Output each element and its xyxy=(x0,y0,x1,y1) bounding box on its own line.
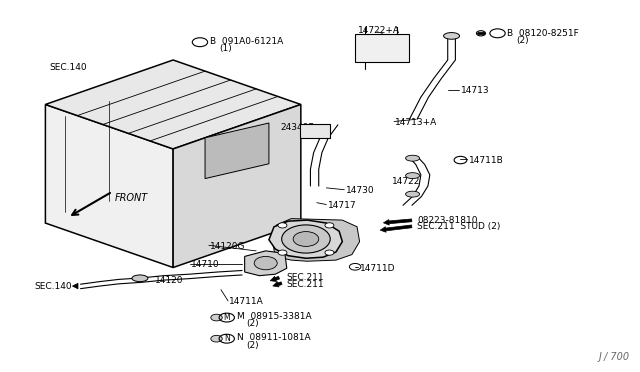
Text: N  08911-1081A: N 08911-1081A xyxy=(237,333,310,343)
Text: 14713+A: 14713+A xyxy=(396,118,438,127)
Text: 24340B: 24340B xyxy=(280,123,315,132)
Polygon shape xyxy=(173,105,301,267)
Circle shape xyxy=(254,256,277,270)
Polygon shape xyxy=(244,251,287,276)
Ellipse shape xyxy=(132,275,148,282)
Text: SEC.211: SEC.211 xyxy=(287,280,324,289)
Polygon shape xyxy=(45,60,301,149)
Text: 08223-81810: 08223-81810 xyxy=(417,216,477,225)
Text: M  08915-3381A: M 08915-3381A xyxy=(237,312,312,321)
Text: SEC.211  STUD (2): SEC.211 STUD (2) xyxy=(417,222,500,231)
Text: N: N xyxy=(224,334,230,343)
Circle shape xyxy=(211,314,222,321)
Polygon shape xyxy=(205,123,269,179)
Text: FRONT: FRONT xyxy=(115,193,148,203)
Circle shape xyxy=(211,335,222,342)
Ellipse shape xyxy=(406,191,420,197)
Text: SEC.140: SEC.140 xyxy=(49,63,86,72)
Polygon shape xyxy=(269,220,342,258)
Text: 14120G: 14120G xyxy=(210,241,246,250)
Text: B  091A0-6121A: B 091A0-6121A xyxy=(209,36,283,46)
Polygon shape xyxy=(45,105,173,267)
Circle shape xyxy=(293,232,319,246)
Ellipse shape xyxy=(406,155,420,161)
FancyBboxPatch shape xyxy=(300,124,330,138)
Text: B  08120-8251F: B 08120-8251F xyxy=(507,29,579,38)
Circle shape xyxy=(325,250,334,255)
Circle shape xyxy=(325,223,334,228)
Text: 14711D: 14711D xyxy=(360,264,395,273)
Text: SEC.211: SEC.211 xyxy=(287,273,324,282)
Circle shape xyxy=(278,250,287,255)
Circle shape xyxy=(282,225,330,253)
Text: (2): (2) xyxy=(516,36,529,45)
Text: 14730: 14730 xyxy=(346,186,374,195)
Ellipse shape xyxy=(406,173,420,179)
Text: SEC.140: SEC.140 xyxy=(35,282,72,291)
Text: (1): (1) xyxy=(219,44,232,53)
Text: 14722: 14722 xyxy=(392,177,420,186)
Text: (2): (2) xyxy=(246,320,259,328)
Text: 14120: 14120 xyxy=(156,276,184,285)
Polygon shape xyxy=(272,219,360,261)
Text: 14722+A: 14722+A xyxy=(358,26,400,35)
Text: 14710: 14710 xyxy=(191,260,220,269)
Text: 14711B: 14711B xyxy=(468,155,504,164)
Circle shape xyxy=(278,223,287,228)
Text: 14717: 14717 xyxy=(328,201,356,210)
Text: 14713: 14713 xyxy=(461,86,489,95)
Text: M: M xyxy=(223,313,230,322)
FancyBboxPatch shape xyxy=(355,34,410,62)
Text: (2): (2) xyxy=(246,341,259,350)
Text: J / 700: J / 700 xyxy=(598,352,630,362)
Ellipse shape xyxy=(444,33,460,39)
Text: 14711A: 14711A xyxy=(229,297,264,306)
